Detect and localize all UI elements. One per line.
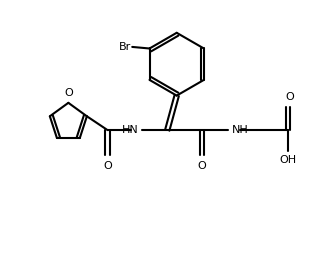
Text: NH: NH [232,125,248,135]
Text: O: O [103,161,112,171]
Text: O: O [64,88,73,98]
Text: Br: Br [119,42,132,52]
Text: HN: HN [122,125,138,135]
Text: O: O [285,92,294,102]
Text: O: O [197,161,206,171]
Text: OH: OH [279,155,297,165]
